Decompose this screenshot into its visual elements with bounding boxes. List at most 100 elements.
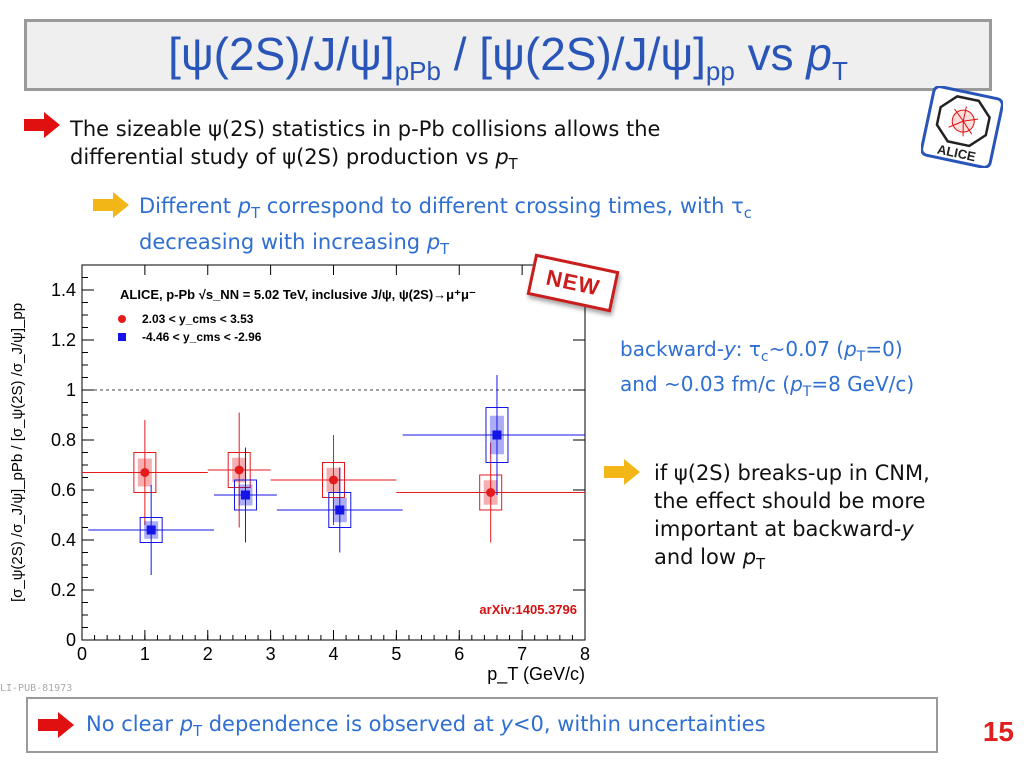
red-arrow-icon [24, 112, 60, 138]
text-span: y [500, 712, 513, 736]
x-tick-label: 7 [517, 644, 527, 664]
side-note: backward-y: τc~0.07 (pT=0) and ~0.03 fm/… [620, 336, 914, 406]
text-span: differential study of ψ(2S) production v… [70, 145, 496, 169]
text-span: T [251, 205, 261, 223]
bullet-1-line-2: differential study of ψ(2S) production v… [70, 143, 660, 179]
title-box: [ψ(2S)/J/ψ]pPb / [ψ(2S)/J/ψ]pp vs pT [24, 19, 992, 91]
bullet-2: Different pT correspond to different cro… [139, 192, 752, 264]
red-arrow-icon [38, 712, 74, 738]
side-note-line-1: backward-y: τc~0.07 (pT=0) [620, 336, 914, 371]
title-part: [ψ(2S)/J/ψ] [168, 28, 395, 80]
y-tick-label: 0.4 [51, 530, 76, 550]
legend-label: -4.46 < y_cms < -2.96 [142, 330, 262, 344]
x-tick-label: 3 [266, 644, 276, 664]
title-part: / [ψ(2S)/J/ψ] [440, 28, 706, 80]
text-span: important at backward- [654, 517, 902, 541]
text-span: T [193, 723, 203, 741]
text-span: T [756, 556, 766, 574]
cnm-note: if ψ(2S) breaks-up in CNM, the effect sh… [654, 459, 930, 579]
x-tick-label: 1 [140, 644, 150, 664]
chart-svg: 0 1 2 3 4 5 6 7 8 0 0.2 0.4 0.6 0.8 1 1.2 1.4 p_T (GeV/c)… [9, 264, 590, 685]
data-point [486, 488, 496, 497]
title-part: vs [734, 28, 807, 80]
x-axis-label: p_T (GeV/c) [487, 664, 585, 685]
yellow-arrow-icon [93, 192, 129, 218]
data-point [140, 468, 150, 477]
x-tick-label: 8 [580, 644, 590, 664]
page-number: 15 [982, 716, 1014, 747]
text-span: <0, within uncertainties [512, 712, 766, 736]
chart-annotation: arXiv:1405.3796 [479, 602, 577, 617]
data-point [335, 505, 345, 515]
data-point [240, 490, 250, 500]
text-span: T [802, 384, 812, 400]
text-span: : τ [735, 337, 761, 361]
text-span: =0) [865, 337, 903, 361]
conclusion-text: No clear pT dependence is observed at y<… [86, 710, 766, 746]
title-sub: pPb [394, 56, 441, 86]
text-span: T [856, 349, 866, 365]
cnm-note-line-1: if ψ(2S) breaks-up in CNM, [654, 461, 930, 485]
yellow-arrow-icon [604, 459, 640, 485]
title-sub: T [832, 56, 848, 86]
y-tick-label: 1.2 [51, 330, 76, 350]
data-point [329, 475, 338, 485]
bullet-2-line-2: decreasing with increasing pT [139, 228, 752, 264]
legend-marker [118, 315, 126, 323]
y-tick-label: 0.6 [51, 480, 76, 500]
text-span: Different [139, 194, 238, 218]
slide-title: [ψ(2S)/J/ψ]pPb / [ψ(2S)/J/ψ]pp vs pT [27, 22, 989, 103]
x-tick-label: 5 [391, 644, 401, 664]
text-span: T [440, 241, 450, 259]
y-tick-label: 1.4 [51, 280, 76, 300]
text-span: p [179, 712, 194, 736]
text-span: p [237, 194, 252, 218]
text-span: backward- [620, 337, 724, 361]
text-span: c [743, 205, 752, 223]
x-tick-label: 6 [454, 644, 464, 664]
cnm-note-line-3: important at backward-y [654, 515, 930, 543]
alice-logo: ALICE [921, 86, 1003, 168]
text-span: y [723, 337, 736, 361]
chart-layer: 0 1 2 3 4 5 6 7 8 0 0.2 0.4 0.6 0.8 1 1.2 1.4 p_T (GeV/c)… [9, 264, 590, 685]
legend-marker [118, 333, 126, 341]
text-span: ~0.07 ( [768, 337, 845, 361]
cnm-note-line-4: and low pT [654, 543, 930, 579]
watermark: LI-PUB-81973 [0, 683, 73, 694]
text-span: dependence is observed at [202, 712, 501, 736]
y-tick-label: 1 [66, 380, 76, 400]
y-tick-label: 0.8 [51, 430, 76, 450]
text-span: p [426, 230, 441, 255]
y-axis-label: [σ_ψ(2S) /σ_J/ψ]_pPb / [σ_ψ(2S) /σ_J/ψ]_… [9, 303, 26, 602]
data-point [492, 430, 502, 440]
text-span: p [742, 545, 757, 569]
text-span: p [844, 337, 857, 361]
data-point [146, 525, 156, 535]
title-part: p [806, 28, 832, 80]
y-tick-label: 0.2 [51, 580, 76, 600]
text-span: c [760, 349, 769, 365]
chart-header: ALICE, p-Pb √s_NN = 5.02 TeV, inclusive … [120, 287, 476, 302]
x-tick-label: 4 [328, 644, 338, 664]
text-span: p [495, 145, 509, 169]
x-tick-label: 0 [77, 644, 87, 664]
conclusion-box [26, 697, 938, 753]
cnm-note-line-2: the effect should be more [654, 489, 926, 513]
text-span: =8 GeV/c) [811, 372, 915, 396]
side-note-line-2: and ~0.03 fm/c (pT=8 GeV/c) [620, 371, 914, 406]
legend-label: 2.03 < y_cms < 3.53 [142, 312, 254, 326]
text-span: T [508, 156, 518, 174]
y-tick-label: 0 [66, 630, 76, 650]
x-tick-label: 2 [203, 644, 213, 664]
text-span: decreasing with increasing [139, 230, 427, 255]
text-span: and low [654, 545, 743, 569]
text-span: and ~0.03 fm/c ( [620, 372, 791, 396]
bullet-1-line-1: The sizeable ψ(2S) statistics in p-Pb co… [70, 117, 661, 141]
text-span: p [790, 372, 803, 396]
text-span: No clear [86, 712, 180, 736]
text-span: correspond to different crossing times, … [260, 194, 744, 218]
title-sub: pp [705, 56, 735, 86]
bullet-2-line-1: Different pT correspond to different cro… [139, 192, 752, 228]
bullet-1: The sizeable ψ(2S) statistics in p-Pb co… [70, 115, 660, 179]
data-point [234, 465, 244, 475]
